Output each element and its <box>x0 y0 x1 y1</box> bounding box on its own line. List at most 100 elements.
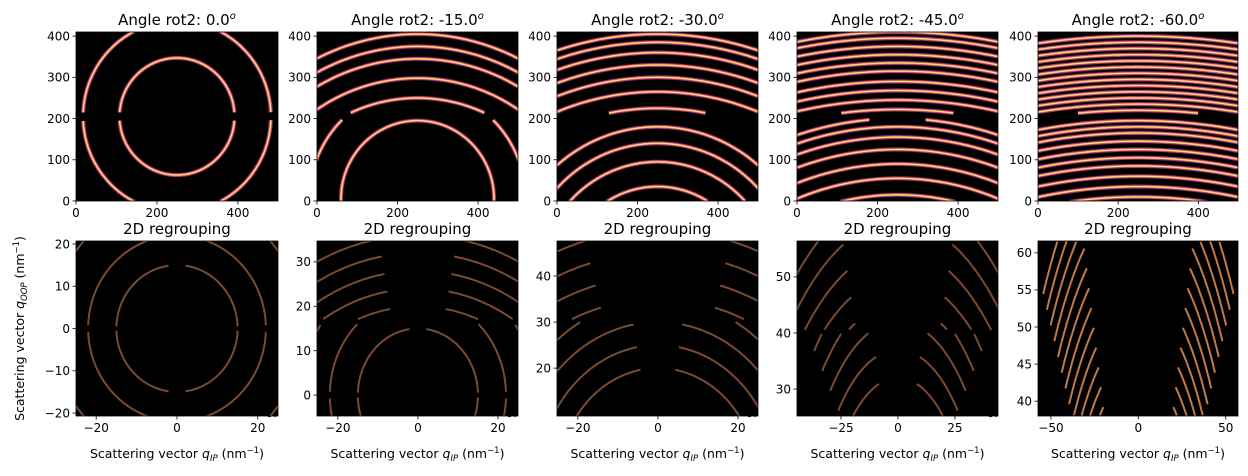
ring <box>119 120 235 176</box>
ring <box>797 99 998 112</box>
title-text: 2D regrouping <box>604 220 712 238</box>
subplot-7: −20 0 20 0 10 20 30 2D regrouping Scattering vec… <box>296 220 519 464</box>
arc <box>951 243 998 309</box>
arc <box>557 346 638 411</box>
ring <box>797 54 998 66</box>
y-tick-label: 40 <box>776 326 791 340</box>
title-text: Angle rot2: 0.0 <box>118 11 230 29</box>
x-label-text: Scattering vector <box>1051 446 1163 461</box>
axes-frame <box>316 240 519 417</box>
arc <box>1060 287 1091 373</box>
subplot-title: Angle rot2: -30.0o <box>591 11 724 29</box>
arc <box>797 241 820 276</box>
arc <box>328 398 333 416</box>
image <box>81 32 273 201</box>
arc <box>445 308 479 321</box>
ring <box>557 76 758 97</box>
image-background <box>317 241 518 416</box>
arc <box>1089 386 1102 416</box>
arc <box>1184 307 1213 389</box>
image-background <box>76 32 278 201</box>
x-label-text: Scattering vector <box>571 446 683 461</box>
x-tick-label: 20 <box>730 421 745 435</box>
x-tick-label: −20 <box>325 421 350 435</box>
x-label-exponent: −1 <box>967 446 980 456</box>
ring <box>1038 54 1238 63</box>
arc <box>448 290 514 320</box>
x-label-end: ) <box>980 446 985 461</box>
x-label-symbol: q <box>683 446 691 461</box>
ring <box>797 32 998 43</box>
ring <box>1038 140 1238 152</box>
arc <box>1042 241 1059 295</box>
ring <box>557 64 758 84</box>
y-tick-label: 200 <box>768 112 791 126</box>
arc <box>953 333 975 372</box>
ring <box>557 91 758 113</box>
ring-group <box>81 32 273 113</box>
arc-group <box>557 241 758 321</box>
image <box>797 32 998 201</box>
ring <box>797 119 998 136</box>
ring <box>557 33 758 51</box>
x-tick-label: −50 <box>1038 421 1063 435</box>
y-tick-label: 400 <box>47 29 70 43</box>
arc <box>185 264 239 327</box>
y-tick-label: 400 <box>528 29 551 43</box>
subplot-1: 0 200 400 0 100 200 300 400 Angle rot2: 0.0o <box>47 11 279 220</box>
arc <box>1199 241 1228 326</box>
arc <box>462 241 518 263</box>
arc <box>575 368 641 416</box>
image <box>317 241 518 416</box>
arc <box>976 241 998 274</box>
title-text: 2D regrouping <box>844 220 952 238</box>
x-tick-label: 400 <box>947 206 970 220</box>
ring <box>557 41 758 60</box>
ring-group <box>797 117 998 201</box>
arc <box>681 323 758 372</box>
x-tick-label: 0 <box>1034 206 1042 220</box>
title-superscript: o <box>230 11 236 22</box>
arc <box>269 404 278 416</box>
arc <box>557 323 634 373</box>
y-tick-label: 100 <box>528 153 551 167</box>
y-tick-label: 0 <box>62 322 70 336</box>
arc-group <box>76 241 278 416</box>
ring-group <box>797 32 998 116</box>
arc <box>1218 241 1235 295</box>
title-text: Angle rot2: -60.0 <box>1072 11 1199 29</box>
ring <box>1038 78 1238 88</box>
ring <box>1038 126 1238 137</box>
arc <box>675 368 741 416</box>
y-tick-label: 100 <box>47 153 70 167</box>
subplot-title: Angle rot2: -45.0o <box>831 11 964 29</box>
arc <box>813 333 823 352</box>
arc <box>1191 248 1224 342</box>
y-tick-label: 10 <box>296 344 311 358</box>
ring <box>317 45 518 74</box>
y-tick-label: 300 <box>1009 71 1032 85</box>
y-tick-label: 300 <box>47 71 70 85</box>
subplot-2: 0 200 400 0 100 200 300 400 Angle rot2: -15.0o <box>288 11 519 220</box>
arc <box>837 356 877 412</box>
arc <box>1186 287 1216 373</box>
arc <box>317 324 322 334</box>
subplot-5: 0 200 400 0 100 200 300 400 Angle rot2: -60.0o <box>1009 11 1239 220</box>
ring-group <box>557 32 758 116</box>
ring <box>1038 72 1238 82</box>
arc <box>356 328 410 393</box>
y-tick-label: 50 <box>776 270 791 284</box>
arc <box>322 290 388 320</box>
arc <box>724 262 758 277</box>
x-label-subscript: IP <box>930 454 939 464</box>
x-label-exponent: −1 <box>727 446 740 456</box>
arc-group <box>813 332 983 416</box>
arc <box>1064 307 1093 389</box>
y-tick-label: 30 <box>536 315 551 329</box>
x-label-unit: (nm <box>938 446 967 461</box>
x-label-unit: (nm <box>218 446 247 461</box>
x-axis-label: Scattering vector qIP (nm−1) <box>90 446 264 464</box>
ring-group <box>81 120 273 201</box>
ring <box>82 32 272 113</box>
ring-group <box>557 124 758 201</box>
